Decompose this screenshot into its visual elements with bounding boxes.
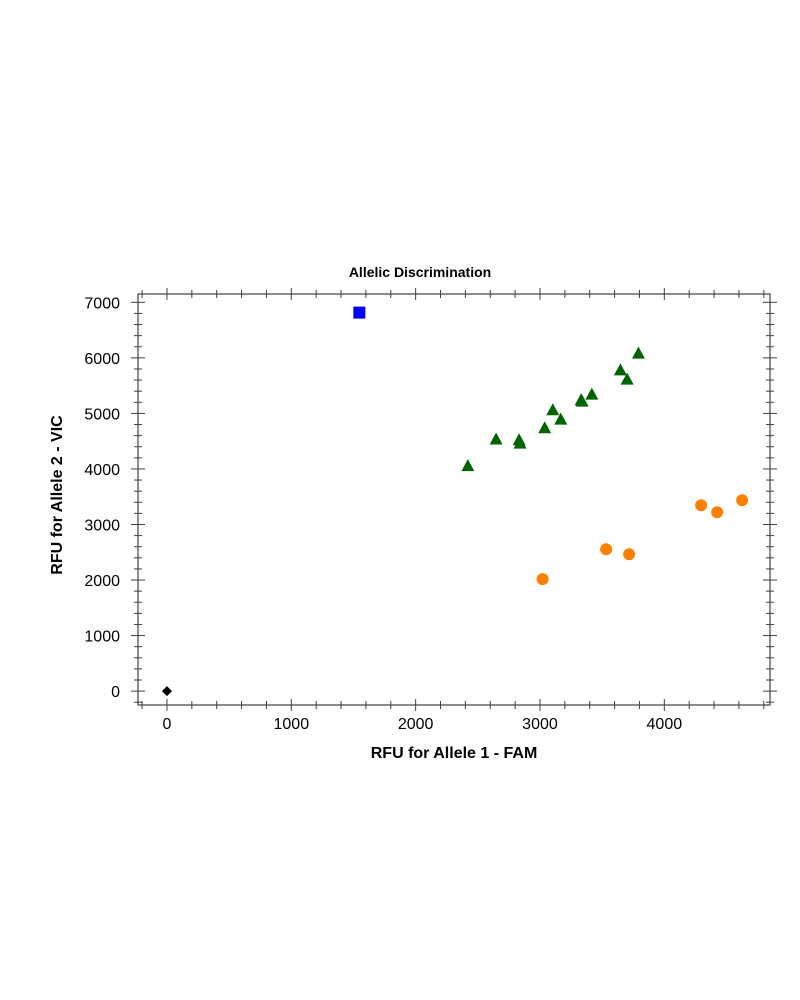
x-tick-label: 0 xyxy=(163,716,172,733)
circle-point xyxy=(695,499,708,512)
square-point xyxy=(353,306,366,319)
triangle-point xyxy=(585,387,599,400)
y-tick-label: 4000 xyxy=(84,462,120,479)
triangle-point xyxy=(538,421,552,434)
triangle-point xyxy=(513,436,527,449)
data-points xyxy=(161,306,749,697)
x-tick-label: 1000 xyxy=(274,716,310,733)
circle-point xyxy=(736,494,749,507)
triangle-point xyxy=(461,459,475,472)
circle-point xyxy=(600,543,613,556)
chart-title: Allelic Discrimination xyxy=(349,264,491,280)
x-tick-label: 3000 xyxy=(522,716,558,733)
triangle-point xyxy=(546,403,560,416)
y-tick-label: 3000 xyxy=(84,517,120,534)
x-tick-label: 4000 xyxy=(647,716,683,733)
triangle-point xyxy=(489,432,503,445)
y-tick-label: 6000 xyxy=(84,351,120,368)
triangle-point xyxy=(631,346,645,359)
circle-point xyxy=(711,506,724,519)
circle-point xyxy=(536,573,549,586)
axes: 0 1000 2000 3000 4000 0 1000 2000 3000 4000 5000 60… xyxy=(84,288,777,733)
x-tick-label: 2000 xyxy=(398,716,434,733)
y-tick-label: 1000 xyxy=(84,629,120,646)
circle-point xyxy=(623,548,636,561)
y-tick-label: 7000 xyxy=(84,295,120,312)
y-tick-label: 5000 xyxy=(84,406,120,423)
triangle-point xyxy=(613,363,627,376)
y-axis-label: RFU for Allele 2 - VIC xyxy=(49,415,66,575)
diamond-point xyxy=(161,686,172,697)
plot-frame xyxy=(137,293,771,706)
triangle-point xyxy=(554,412,568,425)
triangle-point xyxy=(620,372,634,385)
x-axis-label: RFU for Allele 1 - FAM xyxy=(371,745,538,762)
y-tick-label: 0 xyxy=(111,684,120,701)
y-tick-label: 2000 xyxy=(84,573,120,590)
triangle-point xyxy=(575,394,589,407)
